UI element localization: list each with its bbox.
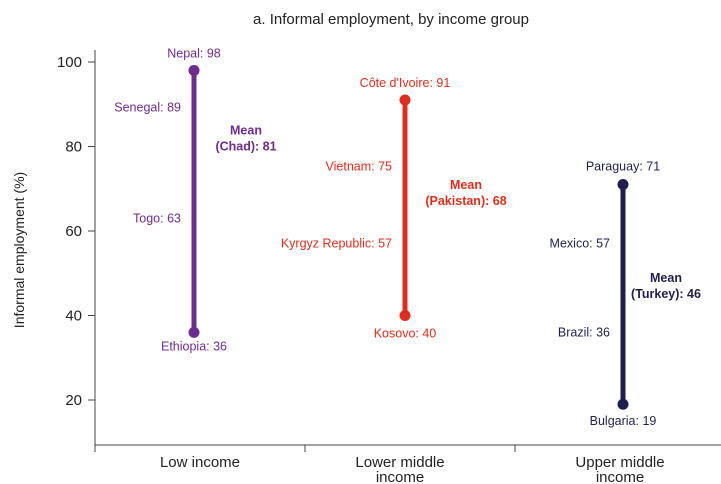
y-tick-label: 60 (65, 223, 82, 240)
data-label: Nepal: 98 (167, 46, 221, 60)
data-label: Ethiopia: 36 (161, 339, 227, 353)
range-min-point (617, 398, 629, 410)
mean-label: Mean (650, 271, 682, 285)
x-category-label: Upper middle (575, 454, 664, 471)
y-tick-label: 20 (65, 392, 82, 409)
mean-label: (Chad): 81 (215, 139, 276, 153)
data-label: Kosovo: 40 (374, 327, 437, 341)
range-max-point (188, 64, 200, 76)
mean-label: (Turkey): 46 (631, 287, 701, 301)
data-label: Brazil: 36 (558, 325, 610, 339)
data-label: Mexico: 57 (550, 237, 610, 251)
data-label: Paraguay: 71 (586, 160, 660, 174)
range-group: Côte d'Ivoire: 91 Vietnam: 75 Kyrgyz Repub… (281, 76, 507, 484)
x-category-label: income (596, 469, 644, 484)
y-axis-label: Informal employment (%) (11, 172, 27, 328)
x-category-label: Low income (160, 454, 240, 471)
data-label: Togo: 63 (133, 211, 181, 225)
range-min-point (399, 310, 411, 321)
x-category-label: Lower middle (355, 454, 444, 471)
x-category-label: income (376, 469, 424, 484)
range-max-point (617, 179, 629, 191)
range-max-point (399, 94, 411, 106)
y-tick-label: 40 (65, 308, 82, 325)
data-label: Bulgaria: 19 (590, 414, 657, 428)
data-label: Vietnam: 75 (326, 160, 393, 174)
mean-label: Mean (230, 123, 262, 137)
data-label: Kyrgyz Republic: 57 (281, 237, 392, 251)
mean-label: (Pakistan): 68 (425, 194, 506, 208)
data-label: Côte d'Ivoire: 91 (360, 76, 451, 90)
y-tick-label: 80 (65, 139, 82, 156)
chart-title: a. Informal employment, by income group (253, 11, 529, 28)
range-group: Nepal: 98 Senegal: 89 Togo: 63 Ethiopia: 36… (114, 46, 276, 471)
y-tick-label: 100 (57, 54, 82, 71)
range-min-point (188, 326, 200, 338)
data-label: Senegal: 89 (114, 100, 181, 114)
mean-label: Mean (450, 178, 482, 192)
range-group: Paraguay: 71 Mexico: 57 Brazil: 36 Bulgaria… (550, 160, 701, 484)
